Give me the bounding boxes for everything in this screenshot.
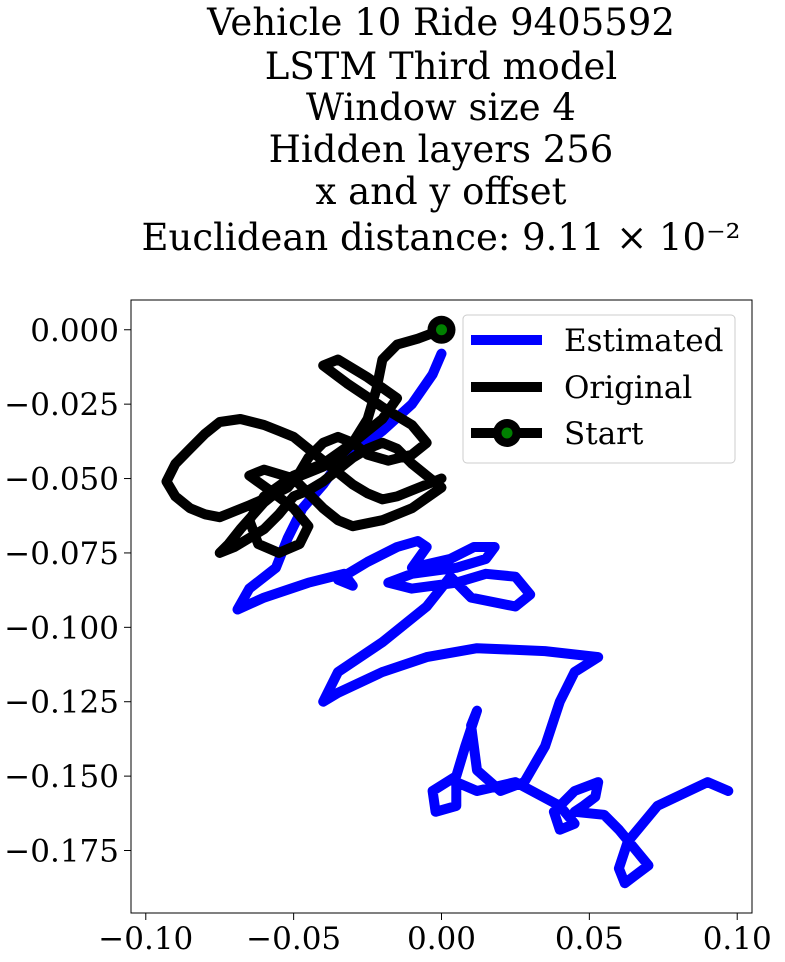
legend-start-marker-center: [501, 427, 513, 439]
title-line-4: Hidden layers 256: [269, 128, 614, 171]
x-tick-label: 0.00: [407, 921, 476, 957]
series-layer: [161, 315, 734, 889]
y-axis: 0.000 −0.025 −0.050 −0.075 −0.100 −0.125 −0.15…: [4, 313, 131, 870]
x-tick-label: −0.05: [246, 921, 341, 957]
y-tick-label: −0.125: [4, 685, 119, 721]
title-line-1: Vehicle 10 Ride 9405592: [206, 1, 675, 44]
series-line-estimated: [232, 348, 734, 889]
x-tick-label: 0.05: [555, 921, 624, 957]
y-tick-label: −0.025: [4, 387, 119, 423]
y-tick-label: −0.100: [4, 610, 119, 646]
x-tick-label: 0.10: [703, 921, 772, 957]
title-line-6: Euclidean distance: 9.11 × 10⁻²: [142, 216, 741, 259]
legend-box: [462, 314, 736, 464]
y-tick-label: −0.175: [4, 834, 119, 870]
y-tick-label: −0.050: [4, 462, 119, 498]
legend: Estimated Original Start: [462, 314, 736, 464]
series-line-original: [161, 324, 447, 558]
y-tick-label: 0.000: [30, 313, 119, 349]
x-tick-label: −0.10: [98, 921, 193, 957]
title-line-3: Window size 4: [306, 86, 576, 129]
start-marker-center: [436, 324, 447, 336]
y-tick-label: −0.150: [4, 759, 119, 795]
legend-label-original: Original: [564, 370, 692, 406]
title-line-5: x and y offset: [316, 170, 567, 213]
y-tick-label: −0.075: [4, 536, 119, 572]
legend-label-start: Start: [564, 416, 644, 452]
title-line-2: LSTM Third model: [265, 45, 618, 88]
x-axis: −0.10 −0.05 0.00 0.05 0.10: [98, 913, 772, 957]
legend-label-estimated: Estimated: [564, 323, 723, 359]
